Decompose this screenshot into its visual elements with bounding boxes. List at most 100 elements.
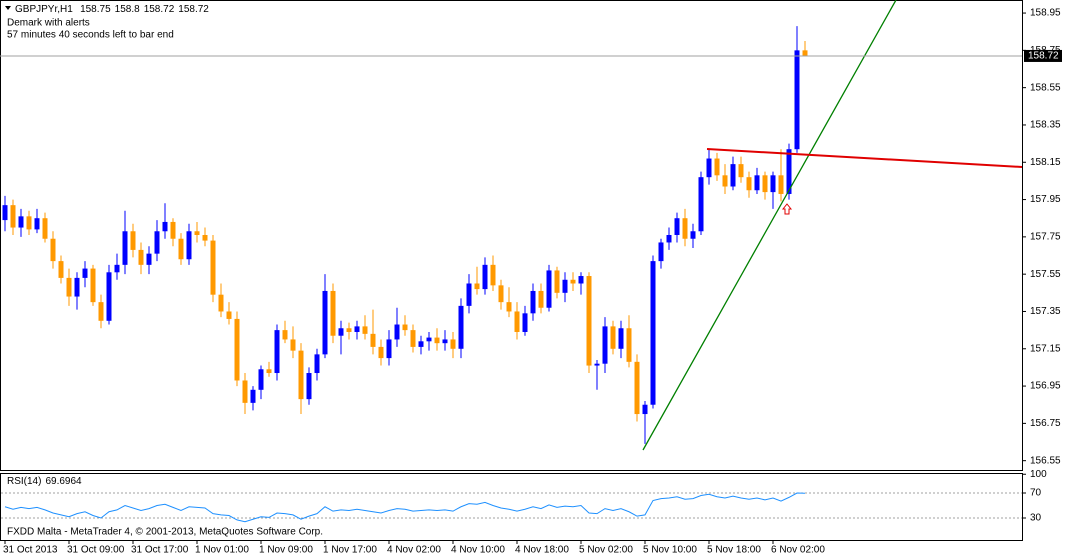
candle-body	[290, 339, 296, 351]
candle-body	[74, 277, 80, 297]
candle-body	[482, 264, 488, 290]
candle-body	[578, 276, 584, 284]
y-tick-label: 157.15	[1030, 343, 1061, 354]
candle-body	[410, 330, 416, 347]
candle-body	[130, 231, 136, 250]
footer: FXDD Malta - MetaTrader 4, © 2001-2013, …	[7, 527, 323, 538]
candle-body	[522, 313, 528, 332]
candle-body	[794, 50, 800, 150]
symbol: GBPJPYr,H1	[15, 4, 73, 15]
candle-body	[402, 324, 408, 331]
indicator-name: Demark with alerts	[7, 18, 90, 29]
candle-body	[394, 324, 400, 340]
candle-body	[738, 164, 744, 178]
candle-body	[82, 268, 88, 278]
candle-body	[474, 283, 480, 290]
candle-body	[538, 290, 544, 308]
candle-body	[202, 235, 208, 241]
x-tick-label: 1 Nov 01:00	[195, 545, 249, 556]
candle-body	[778, 175, 784, 194]
plot	[2, 26, 808, 444]
candle-body	[362, 326, 368, 334]
price-label: 158.72	[1028, 51, 1059, 62]
candle-body	[618, 328, 624, 349]
candle-body	[554, 270, 560, 293]
candle-body	[2, 205, 8, 221]
candle-body	[490, 264, 496, 286]
candle-body	[418, 341, 424, 347]
candle-body	[602, 326, 608, 364]
candle-body	[50, 238, 56, 262]
y-tick-label: 157.95	[1030, 194, 1061, 205]
candle-body	[434, 337, 440, 344]
y-tick-label: 158.55	[1030, 82, 1061, 93]
candle-body	[802, 50, 808, 56]
candle-body	[154, 231, 160, 254]
x-tick-label: 4 Nov 02:00	[387, 545, 441, 556]
candle-body	[642, 404, 648, 415]
high-value: 158.8	[115, 4, 140, 15]
candle-body	[330, 290, 336, 336]
candle-body	[258, 369, 264, 390]
candle-body	[666, 235, 672, 243]
y-tick-label: 156.75	[1030, 418, 1061, 429]
candle-body	[498, 285, 504, 303]
candle-body	[250, 389, 256, 403]
rsi-value: 69.6964	[45, 476, 82, 487]
x-tick-label: 1 Nov 17:00	[323, 545, 377, 556]
x-tick-label: 6 Nov 02:00	[771, 545, 825, 556]
x-tick-label: 31 Oct 2013	[3, 545, 58, 556]
candle-body	[570, 279, 576, 284]
candle-body	[370, 333, 376, 347]
trend-line	[642, 0, 897, 451]
signal-arrow	[781, 203, 793, 215]
candle-body	[274, 330, 280, 374]
candle-body	[106, 272, 112, 321]
candle-body	[650, 261, 656, 405]
candle-body	[338, 328, 344, 336]
candle-body	[594, 363, 600, 366]
x-tick-label: 5 Nov 02:00	[579, 545, 633, 556]
candle-body	[162, 221, 168, 232]
candle-body	[242, 380, 248, 403]
main-panel	[0, 0, 1023, 471]
candle-body	[762, 175, 768, 193]
candle-body	[714, 158, 720, 176]
menu-triangle	[5, 6, 11, 10]
rsi-header: RSI(14) 69.6964	[7, 476, 82, 487]
candle-body	[122, 231, 128, 265]
rsi-tick-label: 70	[1030, 488, 1042, 499]
candle-body	[354, 326, 360, 332]
candle-body	[298, 350, 304, 400]
candle-body	[66, 277, 72, 297]
y-tick-label: 156.55	[1030, 455, 1061, 466]
candle-body	[706, 158, 712, 178]
candle-body	[626, 328, 632, 362]
candle-body	[306, 373, 312, 400]
timer: 57 minutes 40 seconds left to bar end	[7, 30, 174, 41]
rsi-tick-label: 30	[1030, 513, 1042, 524]
header: GBPJPYr,H1 158.75 158.8 158.72 158.72	[15, 4, 209, 15]
candle-body	[90, 268, 96, 303]
candle-body	[786, 149, 792, 194]
candle-body	[226, 311, 232, 319]
candle-body	[610, 326, 616, 349]
x-tick-label: 5 Nov 18:00	[707, 545, 761, 556]
candle-body	[186, 231, 192, 260]
candle-body	[210, 240, 216, 295]
y-tick-label: 157.75	[1030, 232, 1061, 243]
candle-body	[178, 238, 184, 260]
y-tick-label: 156.95	[1030, 381, 1061, 392]
x-tick-label: 31 Oct 09:00	[67, 545, 125, 556]
candle-body	[10, 205, 16, 228]
candle-body	[322, 290, 328, 355]
resistance-line	[706, 148, 1023, 168]
candle-body	[170, 221, 176, 239]
candle-body	[194, 231, 200, 235]
y-tick-label: 158.95	[1030, 8, 1061, 19]
candle-body	[722, 175, 728, 187]
candle-body	[506, 302, 512, 312]
candle-body	[514, 311, 520, 332]
